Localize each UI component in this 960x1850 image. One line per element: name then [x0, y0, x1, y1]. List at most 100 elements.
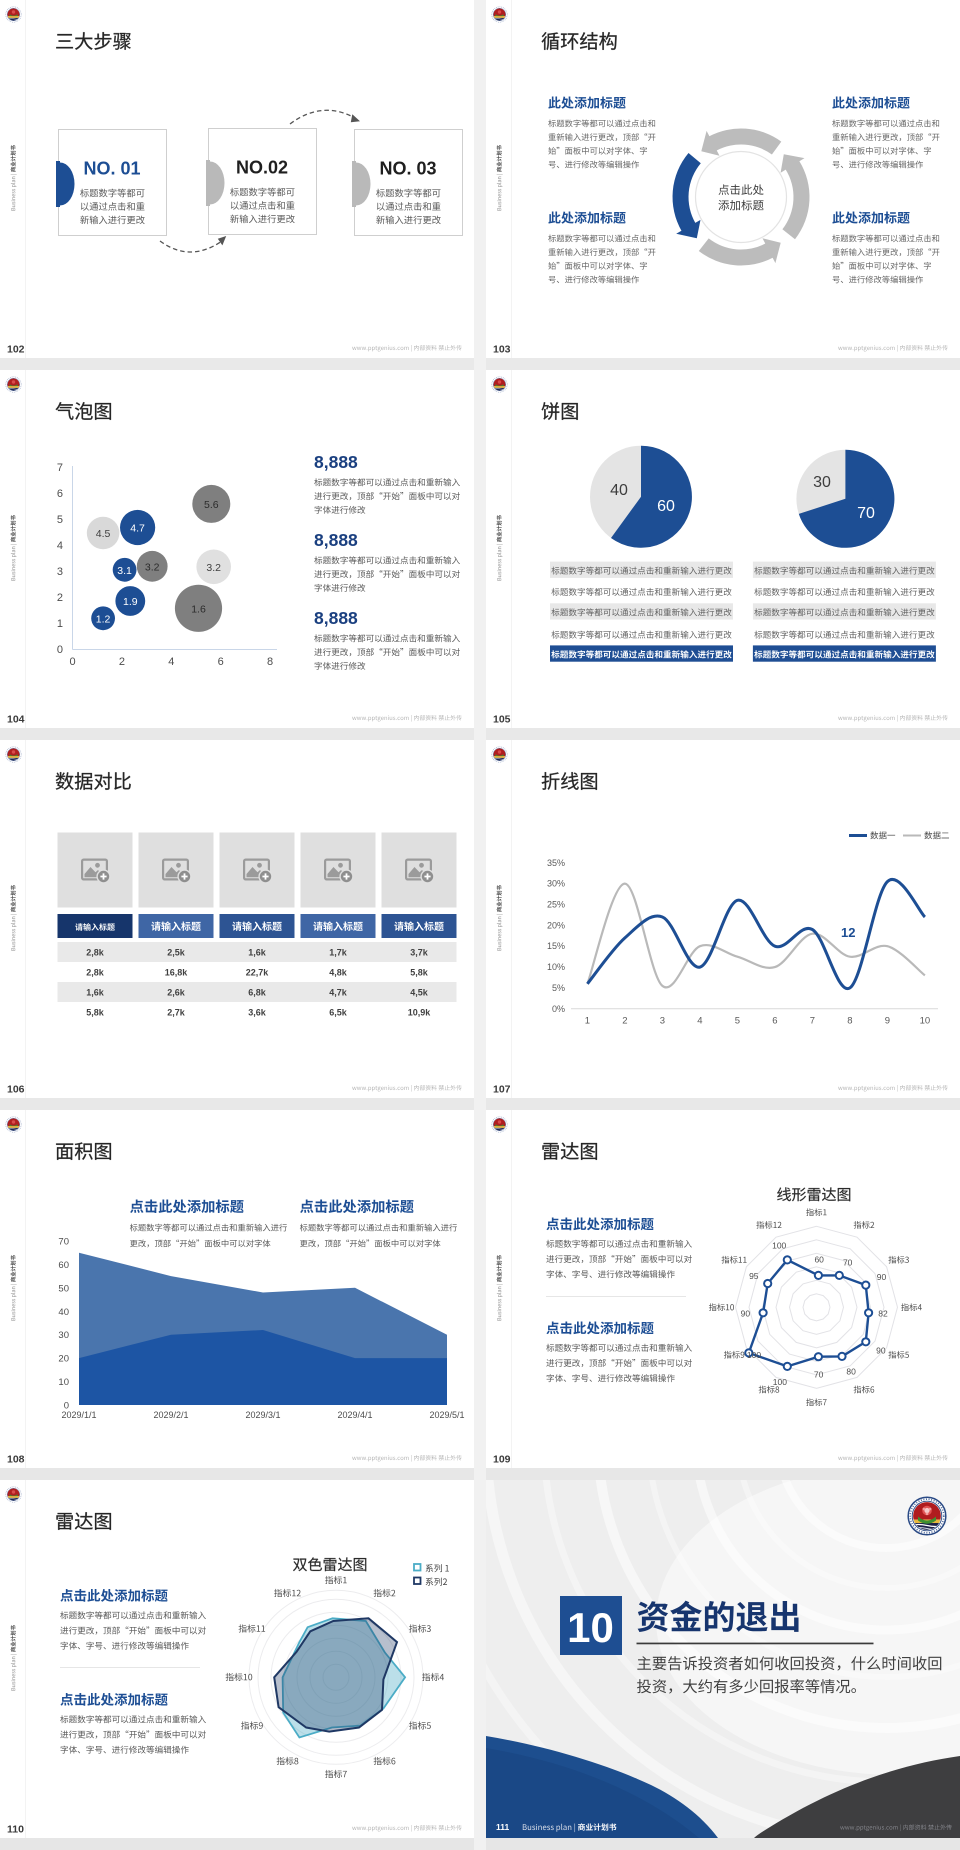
- svg-text:5.6: 5.6: [204, 499, 219, 511]
- svg-text:70: 70: [843, 1257, 853, 1267]
- svg-text:2029/5/1: 2029/5/1: [429, 1410, 464, 1420]
- svg-text:NO.02: NO.02: [236, 158, 288, 178]
- svg-text:10,9k: 10,9k: [408, 1008, 432, 1018]
- svg-text:2029/3/1: 2029/3/1: [245, 1410, 280, 1420]
- svg-text:20: 20: [58, 1354, 69, 1365]
- svg-text:16,8k: 16,8k: [165, 968, 189, 978]
- svg-text:1.6: 1.6: [191, 603, 206, 615]
- svg-text:5,8k: 5,8k: [86, 1008, 105, 1018]
- svg-text:1.2: 1.2: [96, 613, 111, 625]
- svg-text:25%: 25%: [547, 900, 565, 910]
- svg-text:3: 3: [57, 566, 63, 578]
- svg-text:0: 0: [64, 1401, 69, 1412]
- svg-text:100: 100: [772, 1240, 786, 1250]
- svg-text:70: 70: [857, 505, 875, 522]
- svg-text:30: 30: [813, 474, 831, 491]
- svg-text:10%: 10%: [547, 962, 565, 972]
- svg-text:12: 12: [841, 925, 855, 940]
- svg-text:60: 60: [814, 1254, 824, 1264]
- svg-text:7: 7: [810, 1016, 815, 1027]
- svg-text:1,6k: 1,6k: [248, 948, 267, 958]
- svg-text:3,6k: 3,6k: [248, 1008, 267, 1018]
- svg-text:40: 40: [58, 1307, 69, 1318]
- svg-text:4,5k: 4,5k: [410, 988, 429, 998]
- svg-text:105: 105: [493, 714, 511, 726]
- svg-text:6: 6: [218, 656, 224, 668]
- svg-text:103: 103: [493, 344, 511, 356]
- svg-text:1: 1: [585, 1016, 590, 1027]
- svg-text:4: 4: [168, 656, 174, 668]
- svg-text:NO. 01: NO. 01: [83, 159, 140, 179]
- svg-text:6: 6: [57, 488, 63, 500]
- svg-text:3.2: 3.2: [145, 561, 160, 573]
- svg-text:106: 106: [7, 1084, 25, 1096]
- svg-text:4.5: 4.5: [96, 528, 111, 540]
- svg-text:1: 1: [57, 618, 63, 630]
- svg-text:2,8k: 2,8k: [86, 968, 105, 978]
- svg-text:2029/1/1: 2029/1/1: [61, 1410, 96, 1420]
- svg-text:2,6k: 2,6k: [167, 988, 186, 998]
- svg-text:22,7k: 22,7k: [246, 968, 270, 978]
- svg-text:0: 0: [69, 656, 75, 668]
- svg-text:8,888: 8,888: [314, 608, 358, 628]
- svg-text:15%: 15%: [547, 941, 565, 951]
- svg-text:20%: 20%: [547, 920, 565, 930]
- svg-text:90: 90: [877, 1272, 887, 1282]
- svg-text:2,7k: 2,7k: [167, 1008, 186, 1018]
- svg-text:60: 60: [58, 1260, 69, 1271]
- svg-text:95: 95: [749, 1271, 759, 1281]
- svg-text:10: 10: [920, 1016, 931, 1027]
- svg-text:109: 109: [493, 1454, 511, 1466]
- svg-text:5%: 5%: [552, 983, 565, 993]
- svg-text:6,8k: 6,8k: [248, 988, 267, 998]
- svg-text:82: 82: [878, 1308, 888, 1318]
- svg-text:2,5k: 2,5k: [167, 948, 186, 958]
- svg-text:1.9: 1.9: [123, 596, 138, 608]
- svg-text:6,5k: 6,5k: [329, 1008, 348, 1018]
- svg-text:70: 70: [814, 1369, 824, 1379]
- svg-text:4,8k: 4,8k: [329, 968, 348, 978]
- svg-text:6: 6: [772, 1016, 777, 1027]
- svg-text:9: 9: [885, 1016, 890, 1027]
- svg-text:90: 90: [876, 1346, 886, 1356]
- svg-text:10: 10: [567, 1604, 614, 1651]
- svg-text:2: 2: [57, 592, 63, 604]
- svg-text:102: 102: [7, 344, 25, 356]
- svg-text:4: 4: [57, 540, 63, 552]
- svg-text:108: 108: [7, 1454, 25, 1466]
- svg-text:0: 0: [57, 644, 63, 656]
- svg-text:7: 7: [57, 462, 63, 474]
- svg-text:3: 3: [660, 1016, 665, 1027]
- svg-text:90: 90: [741, 1309, 751, 1319]
- svg-text:3.1: 3.1: [117, 565, 132, 577]
- svg-text:2029/2/1: 2029/2/1: [153, 1410, 188, 1420]
- svg-text:3.2: 3.2: [206, 562, 221, 574]
- svg-text:8: 8: [267, 656, 273, 668]
- svg-text:4: 4: [697, 1016, 702, 1027]
- svg-text:107: 107: [493, 1084, 511, 1096]
- svg-text:4.7: 4.7: [130, 523, 145, 535]
- svg-text:4,7k: 4,7k: [329, 988, 348, 998]
- svg-text:100: 100: [773, 1377, 787, 1387]
- svg-text:5: 5: [735, 1016, 740, 1027]
- svg-text:104: 104: [7, 714, 25, 726]
- svg-text:60: 60: [657, 498, 675, 515]
- svg-text:50: 50: [58, 1283, 69, 1294]
- svg-text:1,7k: 1,7k: [329, 948, 348, 958]
- svg-text:2: 2: [622, 1016, 627, 1027]
- svg-text:3,7k: 3,7k: [410, 948, 429, 958]
- svg-text:5: 5: [57, 514, 63, 526]
- svg-text:1,6k: 1,6k: [86, 988, 105, 998]
- svg-text:2029/4/1: 2029/4/1: [337, 1410, 372, 1420]
- svg-text:40: 40: [610, 482, 628, 499]
- svg-text:10: 10: [58, 1377, 69, 1388]
- svg-text:30%: 30%: [547, 879, 565, 889]
- svg-text:0%: 0%: [552, 1004, 565, 1014]
- svg-text:5,8k: 5,8k: [410, 968, 429, 978]
- svg-text:70: 70: [58, 1236, 69, 1247]
- svg-text:110: 110: [7, 1824, 24, 1836]
- svg-text:2,8k: 2,8k: [86, 948, 105, 958]
- svg-text:35%: 35%: [547, 858, 565, 868]
- svg-text:NO. 03: NO. 03: [379, 159, 436, 179]
- svg-text:30: 30: [58, 1330, 69, 1341]
